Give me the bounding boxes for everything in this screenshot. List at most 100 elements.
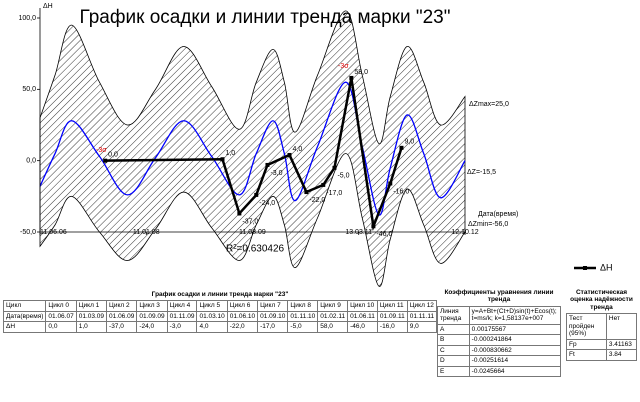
cell: 01.06.10: [226, 310, 259, 323]
cell: A: [437, 323, 470, 336]
table-title: Коэффициенты уравнения линии тренда: [444, 289, 554, 304]
annotation: -3σ: [96, 147, 107, 154]
header-cell: Цикл 12: [406, 300, 438, 312]
x-tick-label: 12.10.12: [451, 229, 478, 236]
cell: 01.06.07: [45, 310, 77, 323]
legend-label: ΔH: [600, 262, 613, 272]
data-label: 9,0: [404, 139, 414, 146]
data-point: [349, 75, 354, 80]
y-tick-label: 100,0: [18, 15, 36, 22]
header-cell: Цикл 10: [347, 300, 378, 312]
data-label: -3,0: [270, 170, 282, 177]
data-label: -24,0: [259, 200, 275, 207]
data-point: [321, 182, 326, 187]
header-cell: Цикл 1: [75, 300, 108, 312]
header-cell: Цикл 5: [196, 300, 228, 312]
row: B -0.000241864: [437, 334, 562, 346]
data-point: [304, 190, 309, 195]
data-label: 0,0: [108, 152, 118, 159]
cell: -24,0: [136, 321, 168, 333]
cell: 01.09.09: [136, 310, 168, 323]
cell: -46,0: [347, 321, 378, 333]
header-cell: Цикл 6: [226, 300, 259, 312]
header-row: Цикл Цикл 0 Цикл 1 Цикл 2 Цикл 3 Цикл 4 Цикл 5…: [2, 300, 438, 312]
data-point: [103, 158, 108, 163]
cell: -0.00251614: [468, 355, 562, 367]
cell: y=A+Bt+(Ct+D)sin(t)+Ecos(t); t=ms/k; k=1…: [468, 305, 562, 325]
cell: Fp: [566, 338, 607, 351]
header-cell: Цикл: [2, 300, 47, 312]
cell: 01.06.11: [347, 310, 378, 323]
header-cell: Цикл 0: [45, 300, 77, 312]
data-point: [287, 152, 292, 157]
cell: -0.000241864: [468, 334, 562, 346]
cell: -3,0: [166, 321, 198, 333]
annotation: ΔZmax=25,0: [469, 101, 509, 108]
row: A 0.00175567: [437, 323, 562, 336]
cell: 0.00175567: [468, 323, 562, 336]
row: Дата(время) 01.06.07 01.03.09 01.06.09 01.09…: [2, 310, 438, 323]
cell: 01.09.11: [376, 310, 408, 323]
row: Коэффициенты уравнения линии тренда: [438, 287, 561, 306]
cell: -17,0: [257, 321, 289, 333]
cell: B: [437, 334, 470, 346]
row: Линия тренда y=A+Bt+(Ct+D)sin(t)+Ecos(t);…: [437, 305, 562, 325]
r-squared: R²=0.630426: [226, 244, 285, 255]
trend-line: [39, 81, 466, 216]
annotation: ΔZmin=-56,0: [468, 221, 508, 228]
cell: 01.11.11: [406, 310, 438, 323]
cell: Линия тренда: [437, 305, 470, 325]
chart-title: График осадки и линии тренда марки "23": [80, 7, 451, 28]
x-axis-label: Дата(время): [478, 211, 518, 218]
cell: 01.06.09: [106, 310, 138, 323]
cell: 01.11.10: [287, 310, 319, 323]
data-point: [399, 145, 404, 150]
chart: График осадки и линии тренда марки "23" …: [18, 3, 613, 287]
data-label: 58,0: [354, 69, 368, 76]
x-tick-label: 13.03.11: [345, 229, 372, 236]
header-cell: Цикл 2: [106, 300, 138, 312]
cell: Дата(время): [2, 310, 47, 323]
cell: E: [437, 365, 470, 378]
coefficients-table: Коэффициенты уравнения линии тренда Линия…: [437, 287, 562, 378]
cell: -37,0: [106, 321, 138, 333]
data-point: [371, 224, 376, 229]
cell: Тест пройден (95%): [566, 313, 607, 340]
cell: 01.09.10: [257, 310, 289, 323]
data-label: -37,0: [242, 218, 258, 225]
cell: D: [437, 355, 470, 367]
row: C -0.000830662: [437, 344, 562, 357]
header-cell: Цикл 9: [317, 300, 349, 312]
legend-marker: [583, 266, 587, 270]
cell: C: [437, 344, 470, 357]
cell: -0.0245664: [468, 365, 562, 378]
data-point: [332, 165, 337, 170]
data-point: [254, 192, 259, 197]
statistics-table: Статистическая оценка надёжности тренда Т…: [566, 287, 638, 361]
cell: 0,0: [45, 321, 77, 333]
row: Fp 3.41163: [566, 338, 638, 351]
data-label: 1,0: [225, 150, 235, 157]
data-point: [388, 181, 393, 186]
table-table: График осадки и линии тренда марки "23" Ц…: [2, 289, 438, 333]
data-label: 4,0: [292, 146, 302, 153]
cell: -16,0: [376, 321, 408, 333]
x-tick-label: 11.06.06: [40, 229, 67, 236]
row: Статистическая оценка надёжности тренда: [567, 287, 637, 314]
annotation: -3σ: [338, 63, 349, 70]
table-title: Статистическая оценка надёжности тренда: [570, 289, 633, 311]
y-tick-label: -50,0: [20, 229, 36, 236]
annotation: ΔZ=-15,5: [467, 169, 496, 176]
cell: 01.11.09: [166, 310, 198, 323]
data-point: [265, 162, 270, 167]
header-cell: Цикл 3: [136, 300, 168, 312]
row: D -0.00251614: [437, 355, 562, 367]
cell: 58,0: [317, 321, 349, 333]
table-title: График осадки и линии тренда марки "23": [151, 291, 289, 298]
cell: 3.84: [605, 349, 638, 361]
cell: 9,0: [406, 321, 438, 333]
row: E -0.0245664: [437, 365, 562, 378]
data-label: -46,0: [376, 231, 392, 238]
cell: 3.41163: [605, 338, 638, 351]
